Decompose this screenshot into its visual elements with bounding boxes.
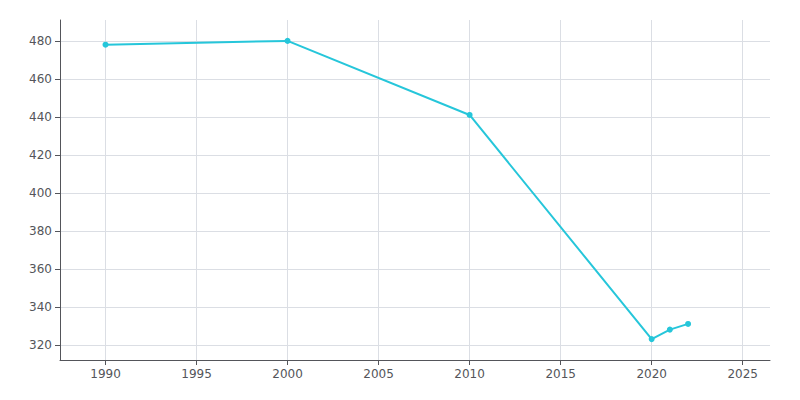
svg-text:2015: 2015 [545,367,576,381]
svg-text:420: 420 [29,148,52,162]
svg-text:2005: 2005 [363,367,394,381]
svg-text:480: 480 [29,34,52,48]
svg-text:340: 340 [29,300,52,314]
svg-text:440: 440 [29,110,52,124]
svg-text:380: 380 [29,224,52,238]
svg-text:460: 460 [29,72,52,86]
svg-text:1995: 1995 [181,367,212,381]
svg-text:2020: 2020 [636,367,667,381]
svg-text:360: 360 [29,262,52,276]
svg-text:2010: 2010 [454,367,485,381]
svg-text:2000: 2000 [272,367,303,381]
svg-text:1990: 1990 [90,367,121,381]
svg-text:2025: 2025 [727,367,758,381]
svg-text:400: 400 [29,186,52,200]
svg-text:320: 320 [29,338,52,352]
